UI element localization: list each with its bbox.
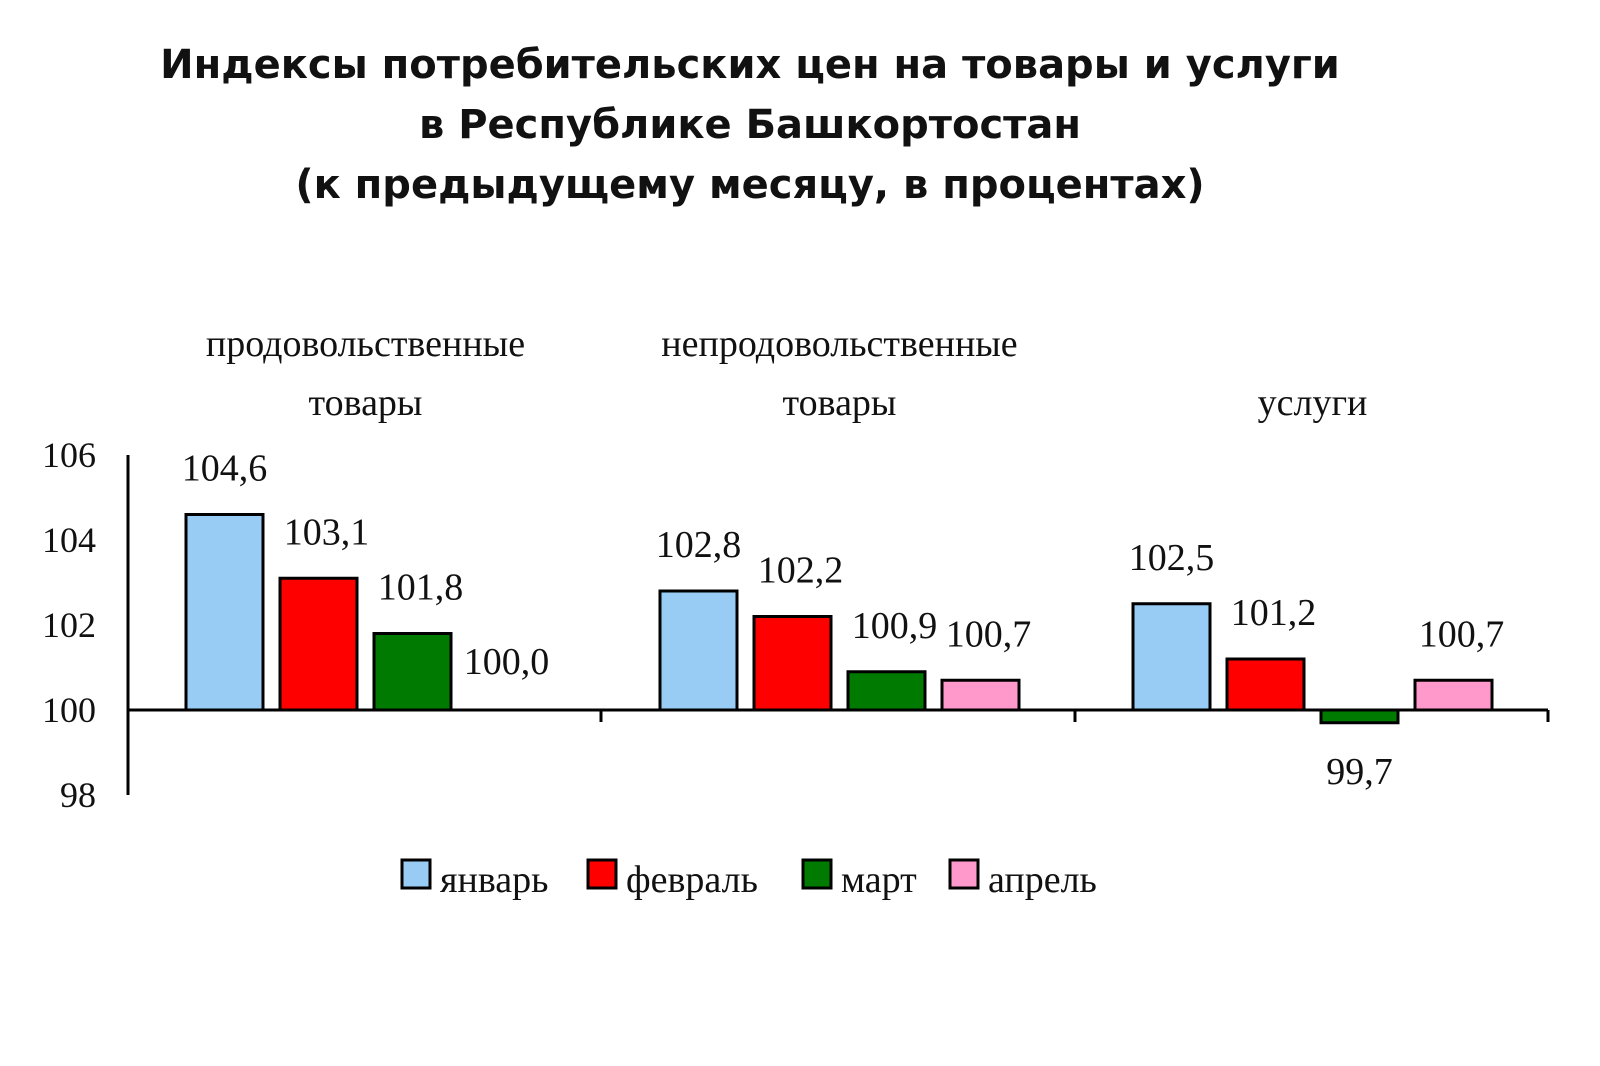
legend-label: март	[841, 859, 917, 901]
legend: январь февраль март апрель	[400, 858, 1097, 901]
chart-title-line-1: Индексы потребительских цен на товары и …	[160, 42, 1340, 88]
data-label: 99,7	[1326, 751, 1393, 793]
bar	[278, 576, 359, 712]
legend-swatch	[801, 858, 833, 890]
bar	[372, 632, 453, 712]
legend-item: март	[801, 858, 917, 901]
bar	[1225, 657, 1306, 712]
category-label: непродовольственные	[661, 323, 1017, 365]
data-label: 102,5	[1129, 537, 1215, 579]
legend-swatch	[400, 858, 432, 890]
data-label: 103,1	[284, 511, 370, 553]
legend-label: апрель	[988, 859, 1097, 901]
y-tick-label: 98	[60, 775, 96, 815]
chart-title-line-3: (к предыдущему месяцу, в процентах)	[295, 162, 1204, 208]
category-label: продовольственные	[206, 323, 525, 365]
legend-swatch	[948, 858, 980, 890]
category-label: услуги	[1258, 382, 1368, 424]
bar	[658, 589, 739, 712]
data-label: 102,2	[758, 550, 844, 592]
legend-item: апрель	[948, 858, 1097, 901]
category-labels: продовольственные товары непродовольственн…	[206, 323, 1367, 424]
data-label: 100,7	[1419, 613, 1505, 655]
data-label: 101,8	[378, 567, 464, 609]
data-label: 104,6	[182, 448, 268, 490]
bar	[1319, 708, 1400, 725]
legend-swatch	[586, 858, 618, 890]
bar	[1131, 602, 1212, 712]
bar	[1413, 678, 1494, 712]
legend-label: январь	[440, 859, 548, 901]
category-label: товары	[783, 382, 897, 424]
category-label: товары	[309, 382, 423, 424]
data-label: 101,2	[1231, 592, 1317, 634]
legend-label: февраль	[626, 859, 758, 901]
y-tick-label: 102	[42, 605, 96, 645]
y-tick-label: 104	[42, 520, 96, 560]
chart-title-line-2: в Республике Башкортостан	[419, 102, 1081, 148]
legend-item: февраль	[586, 858, 758, 901]
bar	[752, 615, 833, 712]
data-label: 102,8	[656, 524, 742, 566]
bar	[846, 670, 927, 712]
y-tick-label: 100	[42, 690, 96, 730]
data-label: 100,9	[852, 605, 938, 647]
legend-item: январь	[400, 858, 548, 901]
bar	[184, 513, 265, 712]
data-label: 100,7	[946, 613, 1032, 655]
data-label: 100,0	[464, 641, 550, 683]
chart-title: Индексы потребительских цен на товары и …	[160, 42, 1340, 208]
y-axis: 98 100 102 104 106	[42, 435, 130, 815]
bar	[940, 678, 1021, 712]
x-axis	[128, 708, 1550, 722]
y-tick-label: 106	[42, 435, 96, 475]
